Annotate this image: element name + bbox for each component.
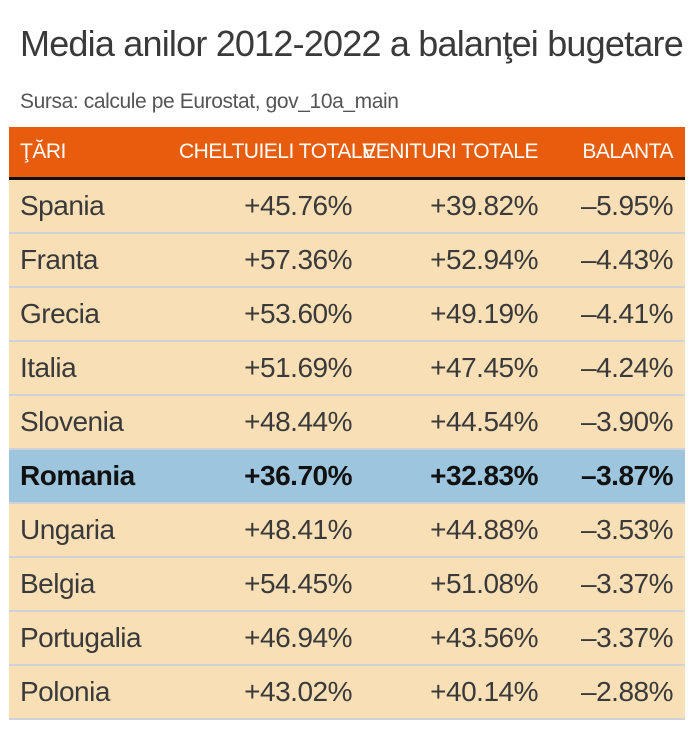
header-tari: ŢĂRI [20, 140, 66, 163]
balanta-cell: –2.88% [581, 676, 673, 707]
venituri-cell: +52.94% [430, 244, 538, 275]
venituri-cell: +49.19% [430, 298, 538, 329]
country-cell: Belgia [20, 568, 95, 599]
table-row: Romania +36.70% +32.83% –3.87% [9, 450, 685, 504]
venituri-cell: +44.88% [430, 514, 538, 545]
venituri-cell: +47.45% [430, 352, 538, 383]
country-cell: Portugalia [20, 622, 142, 653]
venituri-cell: +44.54% [430, 406, 538, 437]
venituri-cell: +32.83% [430, 460, 538, 491]
country-cell: Romania [20, 460, 135, 491]
cheltuieli-cell: +48.44% [244, 406, 352, 437]
venituri-cell: +40.14% [430, 676, 538, 707]
cheltuieli-cell: +57.36% [244, 244, 352, 275]
country-cell: Ungaria [20, 514, 115, 545]
cheltuieli-cell: +48.41% [244, 514, 352, 545]
chart-subtitle: Sursa: calcule pe Eurostat, gov_10a_main [20, 90, 399, 113]
table-row: Italia +51.69% +47.45% –4.24% [9, 342, 685, 396]
table-row: Ungaria +48.41% +44.88% –3.53% [9, 504, 685, 558]
table-row: Slovenia +48.44% +44.54% –3.90% [9, 396, 685, 450]
balanta-cell: –4.41% [581, 298, 673, 329]
country-cell: Spania [20, 190, 105, 221]
country-cell: Slovenia [20, 406, 124, 437]
table-body: Spania +45.76% +39.82% –5.95% Franta +57.36% +… [9, 180, 685, 720]
table-row: Portugalia +46.94% +43.56% –3.37% [9, 612, 685, 666]
cheltuieli-cell: +53.60% [244, 298, 352, 329]
table-row: Franta +57.36% +52.94% –4.43% [9, 234, 685, 288]
cheltuieli-cell: +51.69% [244, 352, 352, 383]
balanta-cell: –3.53% [581, 514, 673, 545]
header-cheltuieli-totale: CHELTUIELI TOTALE [179, 140, 376, 163]
balanta-cell: –5.95% [581, 190, 673, 221]
budget-balance-table: ŢĂRI CHELTUIELI TOTALE VENITURI TOTALE B… [9, 127, 685, 720]
header-venituri-totale: VENITURI TOTALE [362, 140, 538, 163]
balanta-cell: –3.87% [581, 460, 673, 491]
venituri-cell: +43.56% [430, 622, 538, 653]
country-cell: Franta [20, 244, 98, 275]
header-balanta: BALANTA [582, 140, 673, 163]
venituri-cell: +39.82% [430, 190, 538, 221]
country-cell: Polonia [20, 676, 110, 707]
table-row: Belgia +54.45% +51.08% –3.37% [9, 558, 685, 612]
cheltuieli-cell: +46.94% [244, 622, 352, 653]
cheltuieli-cell: +43.02% [244, 676, 352, 707]
balanta-cell: –4.24% [581, 352, 673, 383]
country-cell: Italia [20, 352, 77, 383]
cheltuieli-cell: +36.70% [244, 460, 352, 491]
country-cell: Grecia [20, 298, 100, 329]
balanta-cell: –3.37% [581, 622, 673, 653]
balanta-cell: –4.43% [581, 244, 673, 275]
table-row: Polonia +43.02% +40.14% –2.88% [9, 666, 685, 720]
chart-title: Media anilor 2012-2022 a balanţei bugeta… [20, 23, 684, 64]
table-row: Spania +45.76% +39.82% –5.95% [9, 180, 685, 234]
venituri-cell: +51.08% [430, 568, 538, 599]
table-header: ŢĂRI CHELTUIELI TOTALE VENITURI TOTALE B… [9, 127, 685, 180]
cheltuieli-cell: +45.76% [244, 190, 352, 221]
balanta-cell: –3.90% [581, 406, 673, 437]
table-row: Grecia +53.60% +49.19% –4.41% [9, 288, 685, 342]
balanta-cell: –3.37% [581, 568, 673, 599]
cheltuieli-cell: +54.45% [244, 568, 352, 599]
